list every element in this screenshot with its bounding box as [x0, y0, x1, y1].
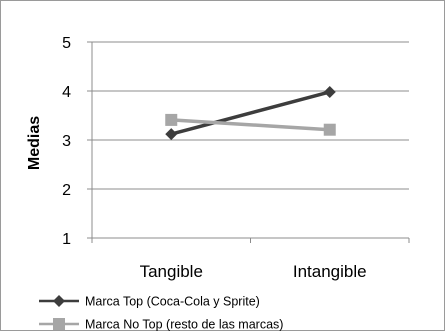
legend: Marca Top (Coca-Cola y Sprite) Marca No T…	[39, 295, 283, 332]
x-tick-label: Intangible	[293, 262, 367, 281]
series-line	[170, 90, 331, 136]
x-tick-label: Tangible	[140, 262, 203, 281]
y-tick-label: 5	[62, 35, 71, 52]
data-point-square	[165, 113, 178, 126]
y-tick-label: 3	[62, 133, 71, 150]
data-point-square	[323, 123, 336, 136]
tick-labels: 1 2 3 4 5 Tangible Intangible	[62, 35, 367, 281]
data-point-square	[53, 318, 65, 330]
y-axis-title: Medias	[26, 116, 43, 170]
legend-label: Marca No Top (resto de las marcas)	[85, 318, 283, 332]
y-tick-label: 2	[62, 182, 71, 199]
series-line	[171, 118, 330, 132]
gridlines	[92, 41, 409, 190]
legend-label: Marca Top (Coca-Cola y Sprite)	[85, 295, 260, 309]
data-point-diamond	[323, 85, 336, 98]
axes	[87, 41, 410, 243]
y-tick-label: 1	[62, 231, 71, 248]
y-tick-label: 4	[62, 84, 71, 101]
data-point-diamond	[165, 128, 178, 141]
data-point-diamond	[53, 295, 65, 307]
series	[165, 85, 336, 141]
